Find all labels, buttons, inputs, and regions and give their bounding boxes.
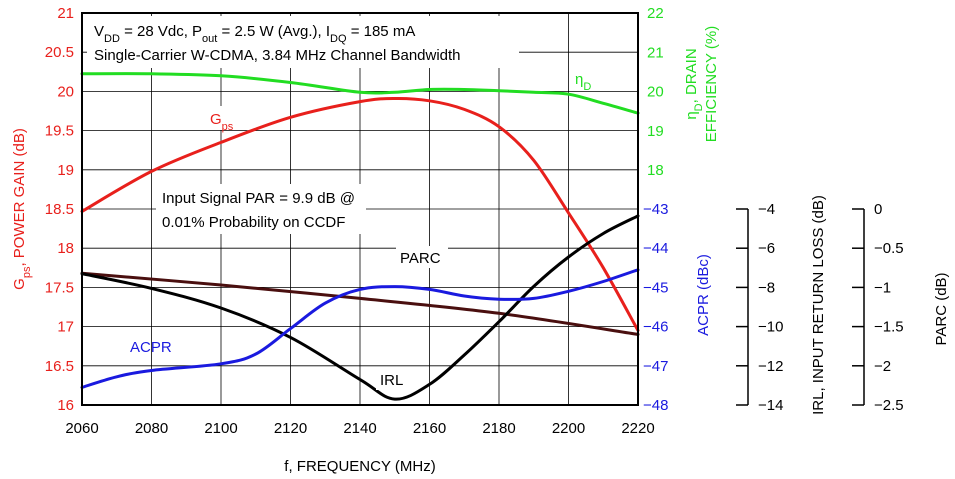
eff-tick-label: 18 xyxy=(647,162,664,179)
irl-tick-label: −4 xyxy=(758,201,775,218)
gps-tick-label: 16 xyxy=(57,397,74,414)
gps-tick-label: 18.5 xyxy=(45,201,74,218)
x-tick-label: 2220 xyxy=(621,420,654,437)
eff-tick-label: 20 xyxy=(647,84,664,101)
acpr-series-line xyxy=(80,268,640,389)
gps-tick-label: 17.5 xyxy=(45,279,74,296)
gps-tick-label: 18 xyxy=(57,240,74,257)
gps-axis-ticks: 16 16.5 17 17.5 18 18.5 19 19.5 20 20.5 21 xyxy=(45,5,74,414)
gps-tick-label: 21 xyxy=(57,5,74,22)
parc-tick-label: −2.5 xyxy=(874,397,904,414)
gps-tick-label: 20.5 xyxy=(45,44,74,61)
conditions-line-2: Single-Carrier W-CDMA, 3.84 MHz Channel … xyxy=(94,47,461,64)
parc-tick-label: −0.5 xyxy=(874,240,904,257)
acpr-tick-label: −43 xyxy=(643,201,668,218)
parc-series-label: PARC xyxy=(400,250,441,267)
irl-tick-label: −6 xyxy=(758,240,775,257)
acpr-tick-label: −44 xyxy=(643,240,668,257)
x-tick-label: 2200 xyxy=(552,420,585,437)
acpr-tick-label: −48 xyxy=(643,397,668,414)
parc-tick-label: −2 xyxy=(874,358,891,375)
parc-axis-label: PARC (dB) xyxy=(933,272,950,345)
par-note-line-2: 0.01% Probability on CCDF xyxy=(162,214,345,231)
x-tick-label: 2140 xyxy=(343,420,376,437)
conditions-line-1: VDD = 28 Vdc, Pout = 2.5 W (Avg.), IDQ =… xyxy=(94,23,415,45)
irl-label-bg xyxy=(376,368,416,390)
irl-series-line xyxy=(80,214,640,401)
conditions-box xyxy=(87,16,519,68)
parc-tick-label: −1 xyxy=(874,279,891,296)
acpr-axis-label: ACPR (dBc) xyxy=(695,254,712,336)
eff-axis-label-line-1: ηD, DRAIN xyxy=(683,48,705,119)
irl-tick-label: −14 xyxy=(758,397,783,414)
acpr-tick-label: −46 xyxy=(643,319,668,336)
efficiency-axis-ticks: 18 19 20 21 22 xyxy=(647,5,664,179)
irl-series-label: IRL xyxy=(380,372,403,389)
acpr-tick-label: −47 xyxy=(643,358,668,375)
gps-series-line xyxy=(80,96,640,332)
eff-series-line xyxy=(80,72,640,115)
x-tick-label: 2100 xyxy=(204,420,237,437)
eff-axis-label-line-2: EFFICIENCY (%) xyxy=(703,26,720,142)
x-tick-label: 2060 xyxy=(65,420,98,437)
parc-tick-label: 0 xyxy=(874,201,882,218)
gps-tick-label: 20 xyxy=(57,83,74,100)
eff-tick-label: 22 xyxy=(647,5,664,22)
gps-label-bg xyxy=(205,106,247,130)
irl-tick-label: −12 xyxy=(758,358,783,375)
x-tick-label: 2160 xyxy=(413,420,446,437)
irl-axis-label: IRL, INPUT RETURN LOSS (dB) xyxy=(810,195,827,415)
x-tick-label: 2120 xyxy=(274,420,307,437)
parc-series-line xyxy=(80,271,640,336)
eff-series-label: ηD xyxy=(575,71,591,93)
chart-series xyxy=(80,72,640,401)
plot-frame xyxy=(81,12,639,406)
parc-label-bg xyxy=(396,246,448,268)
gps-axis-label: Gps, POWER GAIN (dB) xyxy=(11,128,33,290)
irl-tick-label: −8 xyxy=(758,279,775,296)
eff-tick-label: 21 xyxy=(647,44,664,61)
x-tick-label: 2180 xyxy=(482,420,515,437)
gps-tick-label: 16.5 xyxy=(45,358,74,375)
par-note-line-1: Input Signal PAR = 9.9 dB @ xyxy=(162,190,355,207)
acpr-tick-label: −45 xyxy=(643,279,668,296)
parc-axis: −2.5 −2 −1.5 −1 −0.5 0 xyxy=(852,201,904,414)
eff-tick-label: 19 xyxy=(647,123,664,140)
irl-axis: −14 −12 −10 −8 −6 −4 xyxy=(736,201,783,414)
gps-tick-label: 19.5 xyxy=(45,123,74,140)
irl-tick-label: −10 xyxy=(758,319,783,336)
x-axis-label: f, FREQUENCY (MHz) xyxy=(284,458,435,475)
gps-tick-label: 19 xyxy=(57,162,74,179)
gps-tick-label: 17 xyxy=(57,319,74,336)
gps-series-label: Gps xyxy=(210,111,234,133)
par-note-box xyxy=(156,184,366,234)
acpr-series-label: ACPR xyxy=(130,339,172,356)
x-axis-ticks: 2060 2080 2100 2120 2140 2160 2180 2200 2220 xyxy=(65,420,654,437)
x-tick-label: 2080 xyxy=(135,420,168,437)
parc-tick-label: −1.5 xyxy=(874,319,904,336)
acpr-axis-ticks: −48 −47 −46 −45 −44 −43 xyxy=(643,201,668,414)
